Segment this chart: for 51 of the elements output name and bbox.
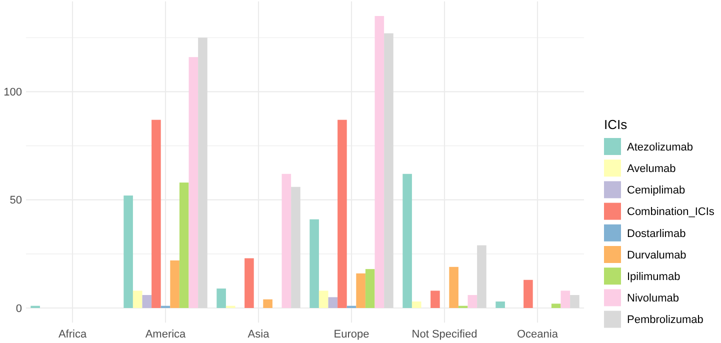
legend-label: Nivolumab — [627, 292, 679, 305]
bar — [170, 260, 180, 308]
bar — [374, 16, 384, 308]
legend-label: Ipilimumab — [627, 270, 680, 283]
y-tick-label: 100 — [4, 86, 22, 99]
legend-label: Durvalumab — [627, 249, 686, 262]
legend-label: Atezolizumab — [627, 141, 694, 154]
x-tick-label: Europe — [334, 328, 370, 341]
bar — [216, 288, 226, 308]
bar — [198, 38, 208, 308]
bar — [263, 299, 272, 308]
bar — [282, 174, 292, 308]
bar — [524, 280, 533, 308]
y-tick-label: 50 — [10, 194, 22, 207]
bar — [328, 297, 338, 308]
bar — [152, 120, 161, 308]
bar — [338, 120, 347, 308]
bar — [570, 295, 580, 308]
bar — [365, 269, 375, 308]
legend-label: Pembrolizumab — [627, 314, 704, 326]
x-tick-label: Africa — [58, 328, 88, 341]
bar — [449, 266, 458, 308]
bar — [430, 290, 440, 308]
y-tick-label: 0 — [16, 302, 22, 315]
x-tick-label: Oceania — [517, 328, 559, 341]
bar — [384, 33, 394, 308]
legend-label: Avelumab — [627, 162, 676, 175]
legend-label: Cemiplimab — [627, 184, 686, 197]
bar — [560, 290, 570, 308]
x-tick-label: Asia — [248, 328, 270, 341]
bar — [412, 302, 422, 308]
bar — [356, 273, 366, 308]
bar — [318, 290, 328, 308]
x-tick-label: Not Specified — [412, 328, 478, 341]
x-tick-label: America — [145, 328, 187, 341]
bar — [124, 196, 133, 308]
bar — [244, 258, 254, 308]
bar — [142, 295, 152, 308]
bar — [496, 302, 505, 308]
bar — [310, 219, 319, 308]
legend-title: ICIs — [604, 117, 628, 132]
bar — [188, 57, 198, 308]
bar — [179, 182, 189, 308]
bar — [402, 174, 412, 308]
legend-label: Dostarlimab — [627, 228, 686, 240]
bar — [468, 295, 478, 308]
bar — [551, 304, 561, 308]
legend-label: Combination_ICIs — [627, 206, 715, 218]
bar — [477, 245, 486, 308]
bar — [132, 290, 142, 308]
bar — [291, 186, 300, 308]
